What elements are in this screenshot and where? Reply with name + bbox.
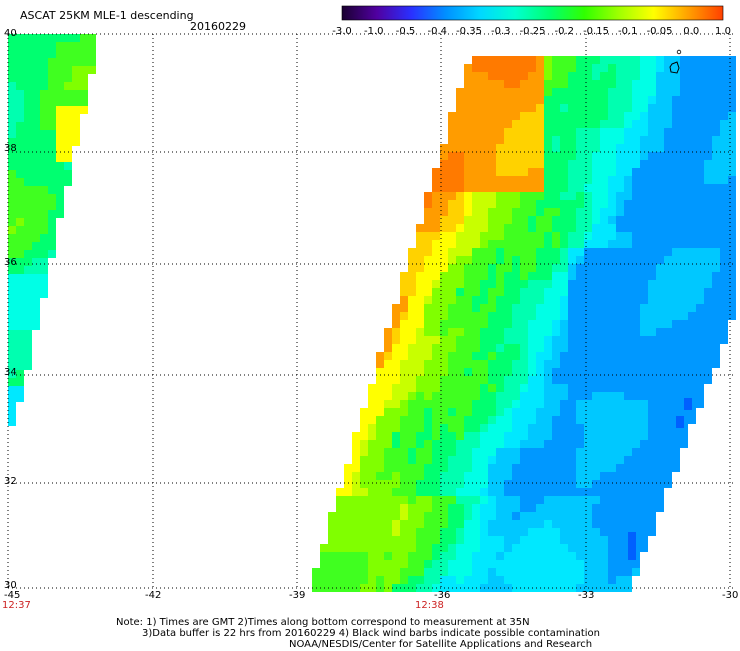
colorbar-border (341, 5, 724, 21)
lon-tick-minus42: -42 (145, 590, 162, 601)
colorbar-label: -0.2 (554, 26, 575, 37)
colorbar-label: -0.4 (427, 26, 448, 37)
lon-tick-minus36: -36 (434, 590, 451, 601)
colorbar-label: -1.0 (363, 26, 384, 37)
island-outline (669, 49, 682, 74)
colorbar-label: -0.5 (395, 26, 416, 37)
map-title: ASCAT 25KM MLE-1 descending (20, 9, 194, 22)
colorbar-label: -3.0 (332, 26, 352, 37)
colorbar-label: 1.0 (715, 26, 731, 37)
note-line-3: NOAA/NESDIS/Center for Satellite Applica… (289, 639, 593, 650)
lon-tick-minus33: -33 (578, 590, 595, 601)
lat-tick-38: 38 (4, 143, 17, 154)
colorbar-gradient (342, 6, 723, 20)
lon-tick-minus45: -45 (4, 590, 21, 601)
lat-tick-36: 36 (4, 257, 17, 268)
colorbar-label: -0.1 (617, 26, 638, 37)
lat-tick-34: 34 (4, 367, 17, 378)
colorbar-label: -0.35 (456, 26, 482, 37)
colorbar-label: 0.0 (683, 26, 700, 37)
graticule-gridlines (7, 33, 735, 589)
colorbar (341, 5, 724, 21)
lat-tick-32: 32 (4, 476, 17, 487)
colorbar-label: -0.15 (583, 26, 609, 37)
lon-tick-minus39: -39 (289, 590, 306, 601)
map-date: 20160229 (190, 20, 246, 33)
islet-shape (676, 49, 682, 55)
lon-tick-minus30: -30 (722, 590, 739, 601)
lat-tick-30: 30 (4, 580, 17, 591)
colorbar-label: -0.25 (519, 26, 546, 37)
note-line-2: 3)Data buffer is 22 hrs from 20160229 4)… (142, 628, 600, 639)
time-label-1237: 12:37 (2, 600, 31, 611)
lat-tick-40: 40 (4, 28, 17, 39)
colorbar-label: -0.05 (646, 26, 673, 37)
island-shape (669, 61, 680, 74)
colorbar-label: -0.3 (490, 26, 511, 37)
note-line-1: Note: 1) Times are GMT 2)Times along bot… (116, 617, 530, 628)
data-swaths (8, 34, 736, 592)
time-label-1238: 12:38 (415, 600, 444, 611)
